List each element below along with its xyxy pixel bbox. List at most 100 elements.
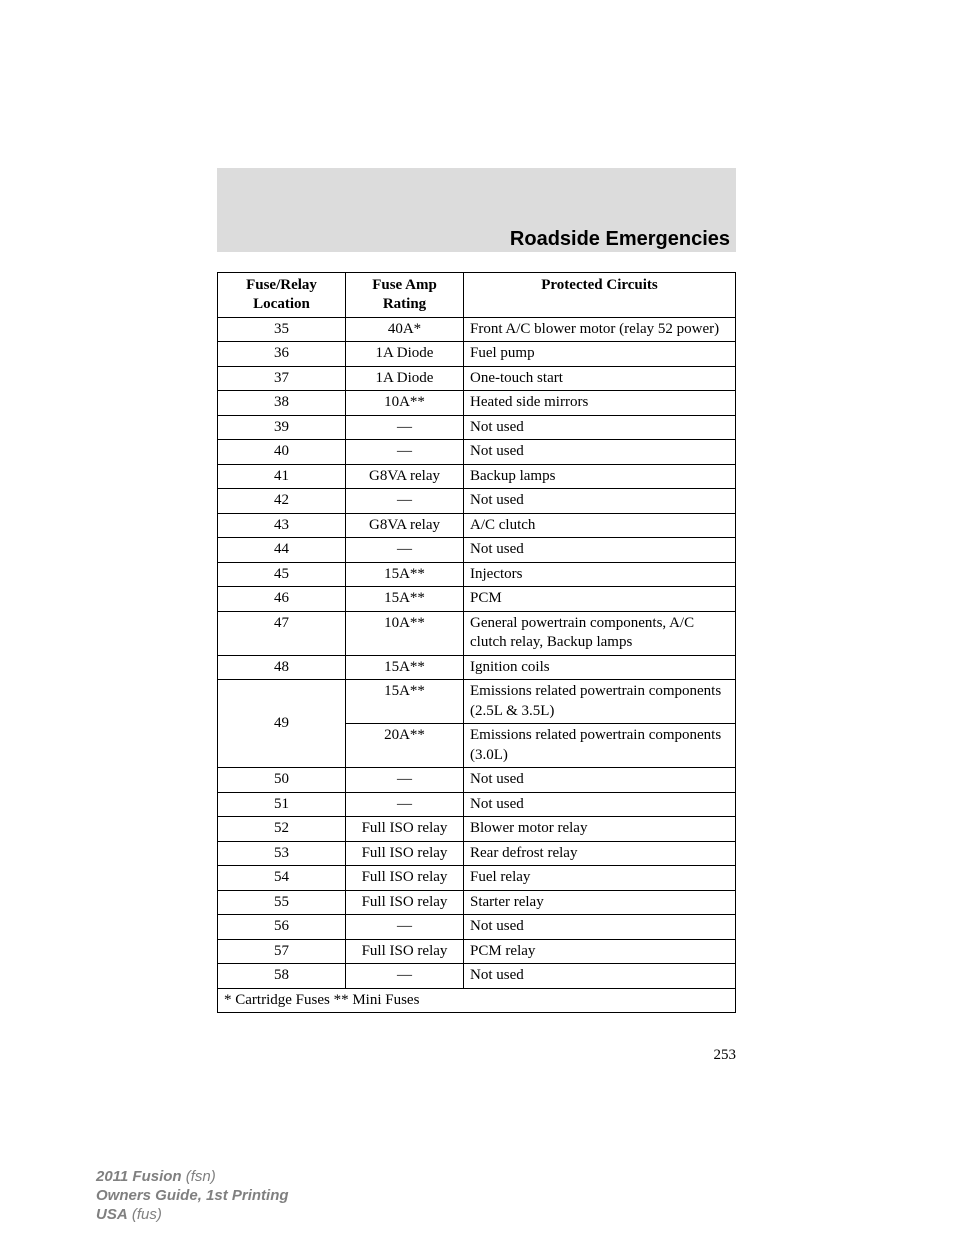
fuse-desc-cell: Heated side mirrors <box>464 391 736 416</box>
fuse-amp-cell: 10A** <box>346 391 464 416</box>
col1-header: Fuse/Relay Location <box>218 273 346 318</box>
fuse-desc-cell: Not used <box>464 538 736 563</box>
fuse-amp-cell: 40A* <box>346 317 464 342</box>
fuse-amp-cell: — <box>346 440 464 465</box>
fuse-location-cell: 40 <box>218 440 346 465</box>
fuse-location-cell: 38 <box>218 391 346 416</box>
footer-region: USA <box>96 1206 128 1223</box>
fuse-desc-cell: Emissions related powertrain components … <box>464 724 736 768</box>
fuse-desc-cell: PCM <box>464 587 736 612</box>
table-row: 52Full ISO relayBlower motor relay <box>218 817 736 842</box>
fuse-desc-cell: Rear defrost relay <box>464 841 736 866</box>
table-row: 4710A**General powertrain components, A/… <box>218 611 736 655</box>
fuse-desc-cell: Not used <box>464 768 736 793</box>
col2-header-line1: Fuse Amp <box>372 277 437 293</box>
table-footnote-cell: * Cartridge Fuses ** Mini Fuses <box>218 988 736 1013</box>
footer-region-code: (fus) <box>132 1206 162 1223</box>
fuse-desc-cell: Blower motor relay <box>464 817 736 842</box>
fuse-location-cell: 55 <box>218 890 346 915</box>
fuse-amp-cell: 15A** <box>346 680 464 724</box>
fuse-desc-cell: Not used <box>464 415 736 440</box>
fuse-amp-cell: G8VA relay <box>346 513 464 538</box>
table-row: 3540A*Front A/C blower motor (relay 52 p… <box>218 317 736 342</box>
table-row: 43G8VA relayA/C clutch <box>218 513 736 538</box>
col3-header: Protected Circuits <box>464 273 736 318</box>
table-row: 371A DiodeOne-touch start <box>218 366 736 391</box>
fuse-amp-cell: — <box>346 538 464 563</box>
fuse-desc-cell: Emissions related powertrain components … <box>464 680 736 724</box>
fuse-desc-cell: Not used <box>464 915 736 940</box>
fuse-desc-cell: Not used <box>464 792 736 817</box>
fuse-location-cell: 35 <box>218 317 346 342</box>
table-row: 4815A**Ignition coils <box>218 655 736 680</box>
fuse-amp-cell: — <box>346 792 464 817</box>
fuse-location-cell: 48 <box>218 655 346 680</box>
fuse-amp-cell: Full ISO relay <box>346 841 464 866</box>
fuse-amp-cell: Full ISO relay <box>346 817 464 842</box>
fuse-desc-cell: Ignition coils <box>464 655 736 680</box>
fuse-location-cell: 46 <box>218 587 346 612</box>
fuse-amp-cell: 20A** <box>346 724 464 768</box>
fuse-location-cell: 56 <box>218 915 346 940</box>
fuse-desc-cell: Fuel relay <box>464 866 736 891</box>
fuse-desc-cell: Not used <box>464 440 736 465</box>
table-row: 55Full ISO relayStarter relay <box>218 890 736 915</box>
fuse-location-cell: 51 <box>218 792 346 817</box>
fuse-location-cell: 37 <box>218 366 346 391</box>
table-row: 4615A**PCM <box>218 587 736 612</box>
table-row: 361A DiodeFuel pump <box>218 342 736 367</box>
table-row: 44—Not used <box>218 538 736 563</box>
fuse-amp-cell: 1A Diode <box>346 366 464 391</box>
fuse-amp-cell: G8VA relay <box>346 464 464 489</box>
fuse-location-cell: 47 <box>218 611 346 655</box>
fuse-amp-cell: 1A Diode <box>346 342 464 367</box>
fuse-amp-cell: — <box>346 768 464 793</box>
table-footnote-row: * Cartridge Fuses ** Mini Fuses <box>218 988 736 1013</box>
table-row: 40—Not used <box>218 440 736 465</box>
fuse-amp-cell: Full ISO relay <box>346 939 464 964</box>
fuse-location-cell: 58 <box>218 964 346 989</box>
fuse-desc-cell: Backup lamps <box>464 464 736 489</box>
fuse-amp-cell: Full ISO relay <box>346 890 464 915</box>
section-title: Roadside Emergencies <box>217 228 736 251</box>
fuse-location-cell: 36 <box>218 342 346 367</box>
table-row: 57Full ISO relayPCM relay <box>218 939 736 964</box>
fuse-amp-cell: 15A** <box>346 655 464 680</box>
fuse-location-cell: 43 <box>218 513 346 538</box>
footer-block: 2011 Fusion (fsn) Owners Guide, 1st Prin… <box>96 1168 289 1224</box>
fuse-amp-cell: Full ISO relay <box>346 866 464 891</box>
table-row: 53Full ISO relayRear defrost relay <box>218 841 736 866</box>
table-row: 54Full ISO relayFuel relay <box>218 866 736 891</box>
table-row: 51—Not used <box>218 792 736 817</box>
fuse-amp-cell: — <box>346 915 464 940</box>
table-row: 3810A**Heated side mirrors <box>218 391 736 416</box>
fuse-amp-cell: 15A** <box>346 587 464 612</box>
fuse-desc-cell: Not used <box>464 964 736 989</box>
footer-line-1: 2011 Fusion (fsn) <box>96 1168 289 1187</box>
table-row: 41G8VA relayBackup lamps <box>218 464 736 489</box>
footer-line-2: Owners Guide, 1st Printing <box>96 1187 289 1206</box>
table-row: 4915A**Emissions related powertrain comp… <box>218 680 736 724</box>
table-row: 39—Not used <box>218 415 736 440</box>
fuse-desc-cell: General powertrain components, A/C clutc… <box>464 611 736 655</box>
fuse-location-cell: 52 <box>218 817 346 842</box>
col1-header-line1: Fuse/Relay <box>246 277 317 293</box>
fuse-desc-cell: Starter relay <box>464 890 736 915</box>
fuse-amp-cell: — <box>346 489 464 514</box>
fuse-amp-cell: 15A** <box>346 562 464 587</box>
fuse-desc-cell: Injectors <box>464 562 736 587</box>
fuse-location-cell: 42 <box>218 489 346 514</box>
col1-header-line2: Location <box>253 296 310 312</box>
footer-model-code: (fsn) <box>186 1168 216 1185</box>
fuse-amp-cell: 10A** <box>346 611 464 655</box>
fuse-location-cell: 39 <box>218 415 346 440</box>
fuse-desc-cell: Front A/C blower motor (relay 52 power) <box>464 317 736 342</box>
fuse-location-cell: 54 <box>218 866 346 891</box>
table-row: 42—Not used <box>218 489 736 514</box>
table-row: 50—Not used <box>218 768 736 793</box>
fuse-desc-cell: Not used <box>464 489 736 514</box>
table-header-row: Fuse/Relay Location Fuse Amp Rating Prot… <box>218 273 736 318</box>
fuse-location-cell: 41 <box>218 464 346 489</box>
page-number: 253 <box>217 1047 736 1064</box>
table-row: 58—Not used <box>218 964 736 989</box>
